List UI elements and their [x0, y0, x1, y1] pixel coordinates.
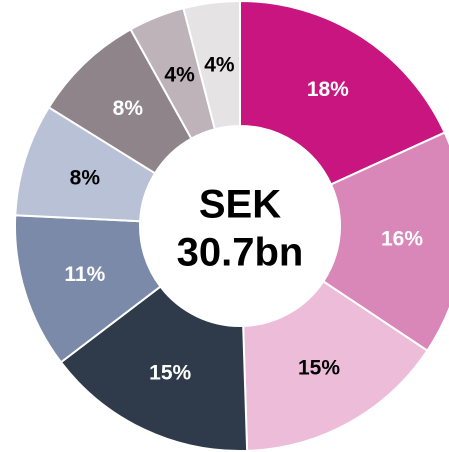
- slice-label: 16%: [381, 227, 423, 250]
- slice-label: 18%: [307, 78, 349, 101]
- slice-label: 11%: [64, 263, 105, 286]
- slice-label: 8%: [113, 97, 144, 120]
- donut-slice: [242, 280, 429, 452]
- center-label: SEK: [199, 183, 281, 227]
- donut-slice: [321, 131, 449, 353]
- slice-label: 4%: [164, 64, 195, 87]
- slice-label: 8%: [70, 166, 101, 189]
- donut-slice: [182, 0, 241, 131]
- center-label: 30.7bn: [177, 231, 304, 275]
- donut: [14, 0, 449, 452]
- slice-label: 4%: [204, 53, 235, 76]
- slice-label: 15%: [149, 361, 191, 384]
- slice-label: 15%: [298, 357, 340, 380]
- donut-slice: [239, 0, 446, 186]
